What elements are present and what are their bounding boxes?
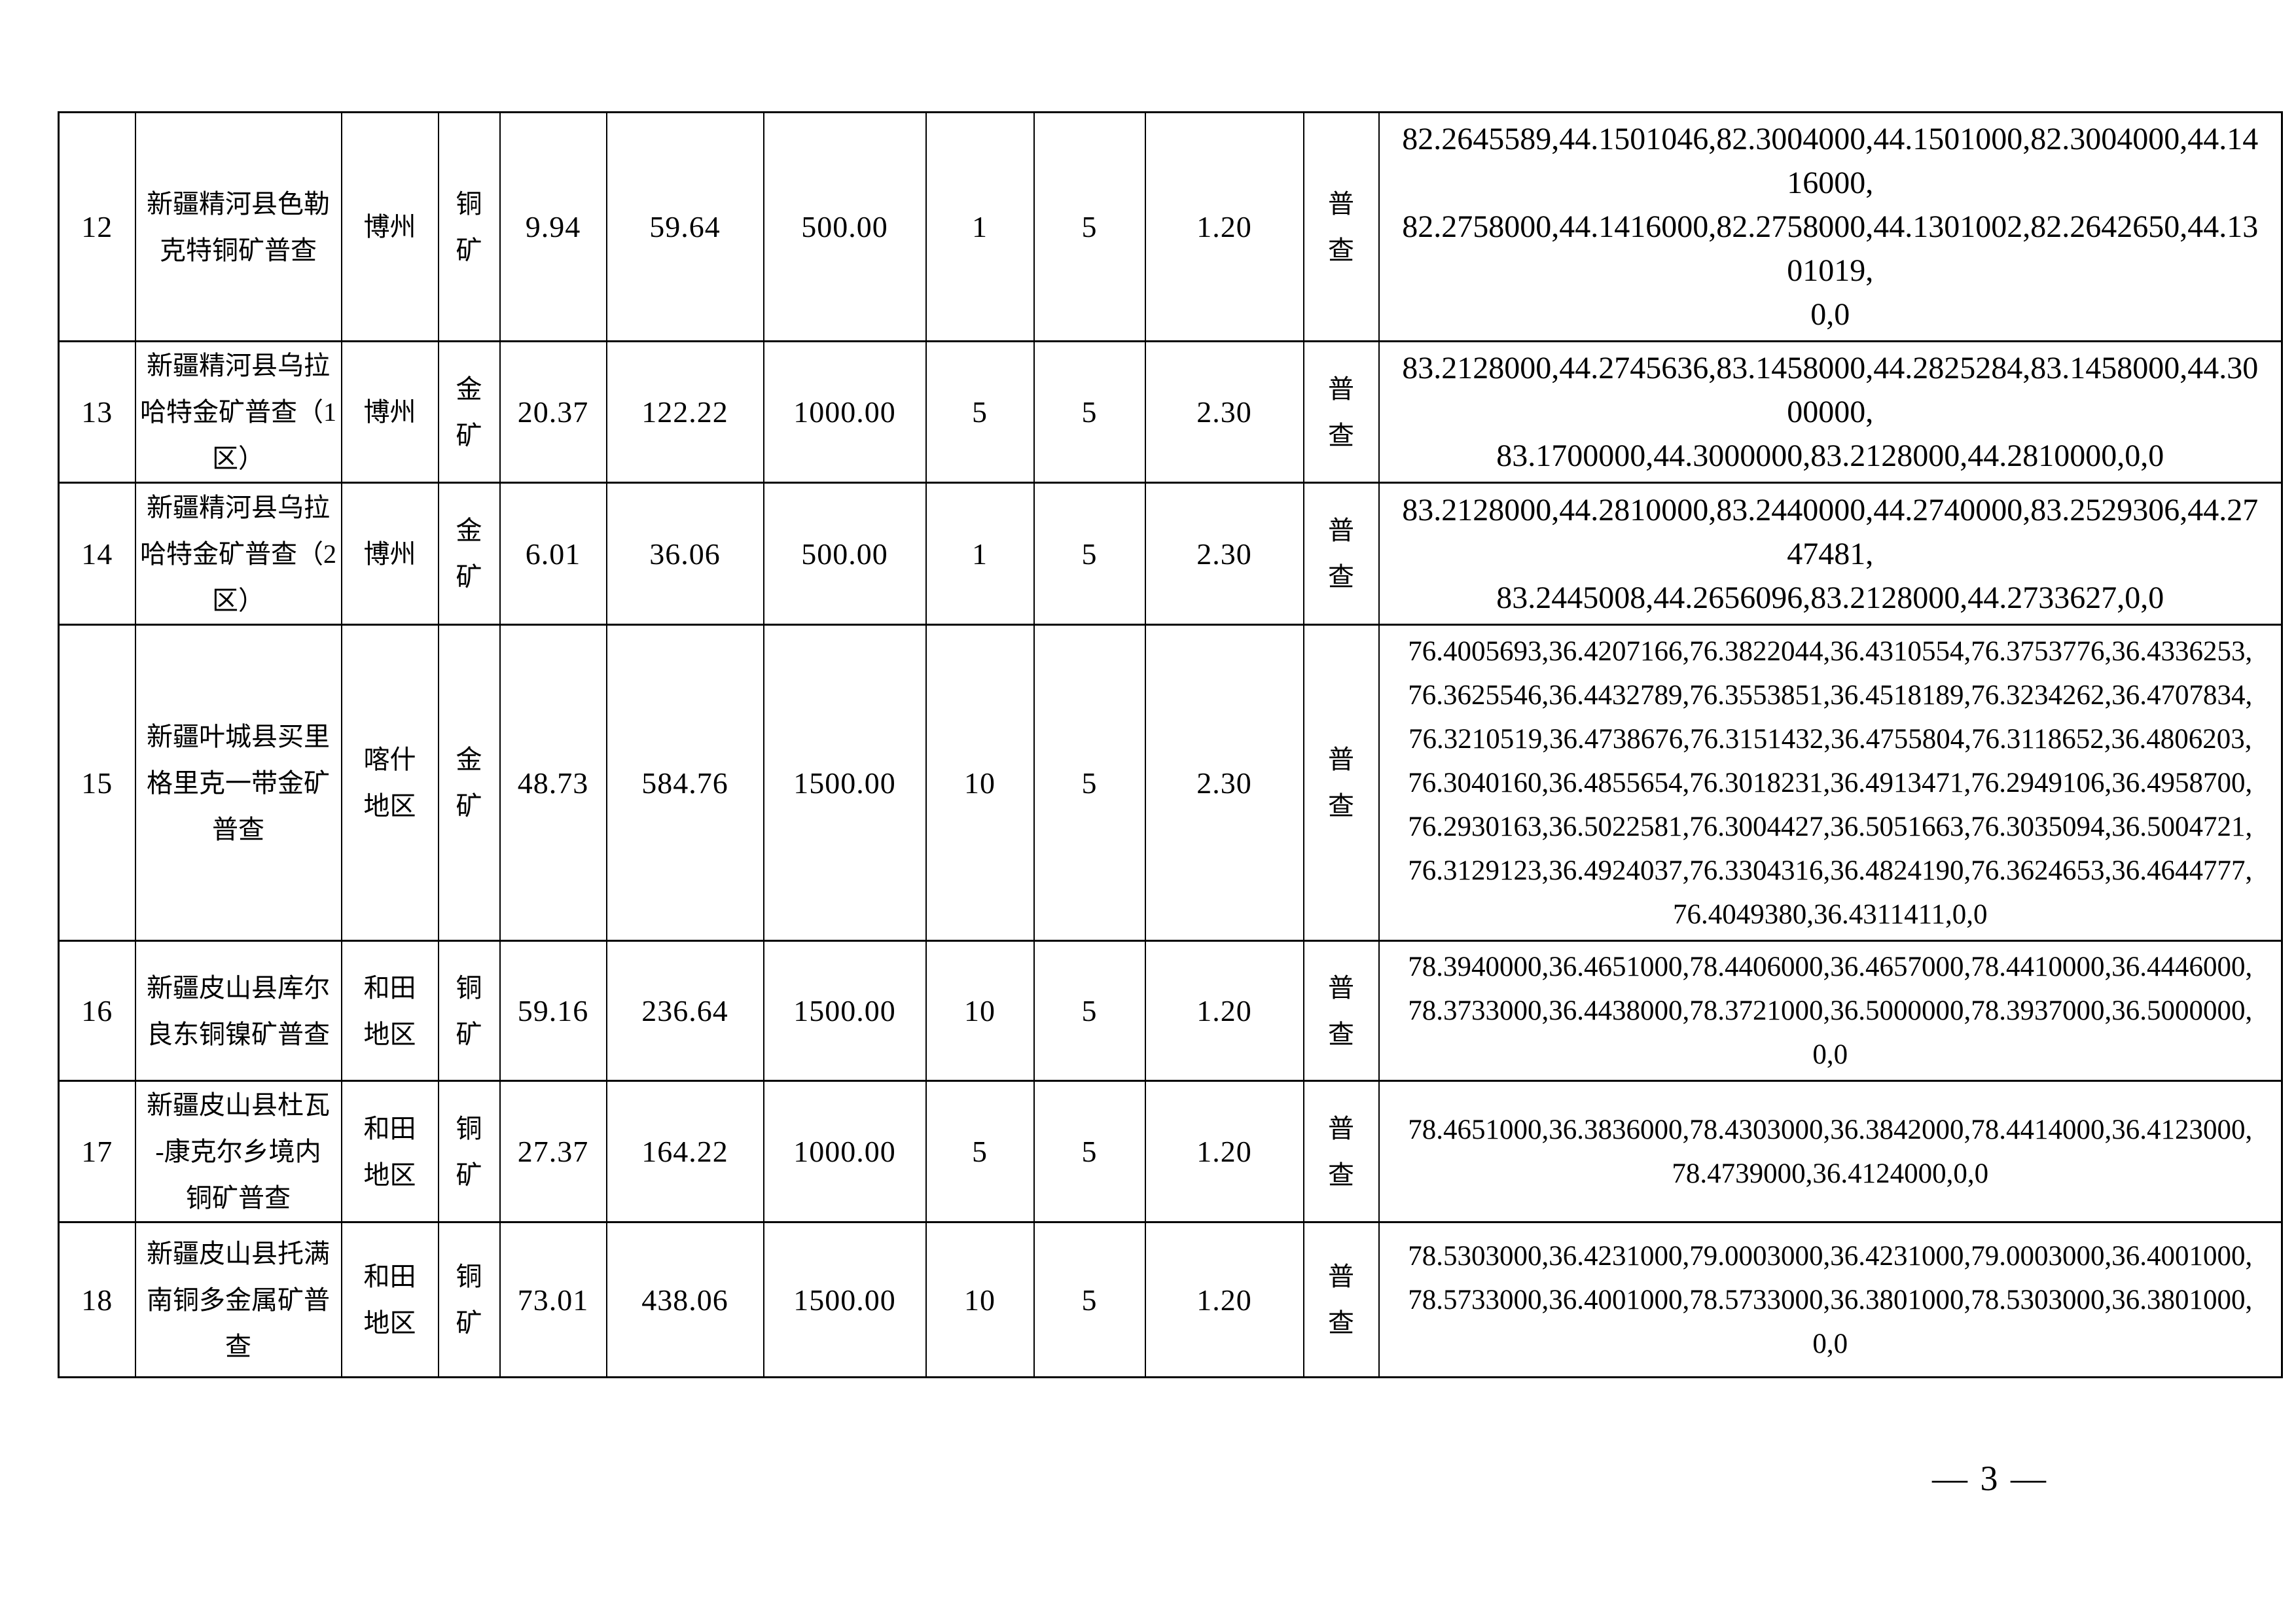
cell-value-3: 1000.00 xyxy=(762,340,927,484)
cell-coordinates: 82.2645589,44.1501046,82.3004000,44.1501… xyxy=(1378,111,2283,342)
cell-value-1: 59.16 xyxy=(499,940,607,1082)
cell-region: 和田 地区 xyxy=(340,1080,439,1223)
cell-mineral: 铜 矿 xyxy=(437,1080,501,1223)
cell-value-1: 27.37 xyxy=(499,1080,607,1223)
mineral-projects-table: 12 新疆精河县色勒 克特铜矿普查 博州 铜 矿 9.94 59.64 500.… xyxy=(58,111,2283,1378)
cell-value-6: 1.20 xyxy=(1144,1221,1304,1378)
cell-coordinates: 83.2128000,44.2745636,83.1458000,44.2825… xyxy=(1378,340,2283,484)
cell-mineral: 金 矿 xyxy=(437,624,501,942)
cell-value-5: 5 xyxy=(1033,1221,1146,1378)
cell-mineral: 铜 矿 xyxy=(437,1221,501,1378)
cell-no: 16 xyxy=(58,940,136,1082)
cell-no: 15 xyxy=(58,624,136,942)
cell-value-4: 5 xyxy=(925,1080,1035,1223)
table-row: 16 新疆皮山县库尔 良东铜镍矿普查 和田 地区 铜 矿 59.16 236.6… xyxy=(58,940,2283,1082)
cell-value-2: 438.06 xyxy=(605,1221,764,1378)
cell-stage: 普 查 xyxy=(1302,111,1380,342)
cell-stage: 普 查 xyxy=(1302,1080,1380,1223)
cell-stage: 普 查 xyxy=(1302,940,1380,1082)
table-row: 12 新疆精河县色勒 克特铜矿普查 博州 铜 矿 9.94 59.64 500.… xyxy=(58,111,2283,342)
cell-value-6: 1.20 xyxy=(1144,111,1304,342)
cell-no: 17 xyxy=(58,1080,136,1223)
cell-value-5: 5 xyxy=(1033,1080,1146,1223)
cell-project-name: 新疆皮山县托满 南铜多金属矿普 查 xyxy=(134,1221,342,1378)
cell-value-4: 1 xyxy=(925,482,1035,626)
cell-stage: 普 查 xyxy=(1302,340,1380,484)
cell-coordinates: 78.3940000,36.4651000,78.4406000,36.4657… xyxy=(1378,940,2283,1082)
cell-value-4: 10 xyxy=(925,624,1035,942)
cell-value-2: 584.76 xyxy=(605,624,764,942)
table-row: 14 新疆精河县乌拉 哈特金矿普查（2 区） 博州 金 矿 6.01 36.06… xyxy=(58,482,2283,626)
cell-value-3: 1500.00 xyxy=(762,1221,927,1378)
cell-mineral: 铜 矿 xyxy=(437,111,501,342)
cell-value-1: 48.73 xyxy=(499,624,607,942)
cell-project-name: 新疆精河县乌拉 哈特金矿普查（1 区） xyxy=(134,340,342,484)
cell-region: 和田 地区 xyxy=(340,1221,439,1378)
cell-project-name: 新疆精河县色勒 克特铜矿普查 xyxy=(134,111,342,342)
cell-value-1: 6.01 xyxy=(499,482,607,626)
table-row: 17 新疆皮山县杜瓦 -康克尔乡境内 铜矿普查 和田 地区 铜 矿 27.37 … xyxy=(58,1080,2283,1223)
cell-no: 13 xyxy=(58,340,136,484)
cell-no: 14 xyxy=(58,482,136,626)
cell-value-3: 500.00 xyxy=(762,111,927,342)
cell-region: 喀什 地区 xyxy=(340,624,439,942)
cell-coordinates: 76.4005693,36.4207166,76.3822044,36.4310… xyxy=(1378,624,2283,942)
cell-value-2: 236.64 xyxy=(605,940,764,1082)
cell-value-6: 2.30 xyxy=(1144,482,1304,626)
cell-value-3: 1500.00 xyxy=(762,940,927,1082)
cell-region: 博州 xyxy=(340,340,439,484)
cell-region: 博州 xyxy=(340,111,439,342)
cell-project-name: 新疆叶城县买里 格里克一带金矿 普查 xyxy=(134,624,342,942)
cell-value-1: 73.01 xyxy=(499,1221,607,1378)
cell-value-6: 2.30 xyxy=(1144,340,1304,484)
cell-value-4: 10 xyxy=(925,1221,1035,1378)
cell-stage: 普 查 xyxy=(1302,624,1380,942)
table-row: 18 新疆皮山县托满 南铜多金属矿普 查 和田 地区 铜 矿 73.01 438… xyxy=(58,1221,2283,1378)
cell-value-4: 5 xyxy=(925,340,1035,484)
cell-value-5: 5 xyxy=(1033,340,1146,484)
cell-stage: 普 查 xyxy=(1302,482,1380,626)
cell-value-5: 5 xyxy=(1033,482,1146,626)
page-number: — 3 — xyxy=(1932,1459,2048,1498)
cell-value-2: 36.06 xyxy=(605,482,764,626)
cell-coordinates: 83.2128000,44.2810000,83.2440000,44.2740… xyxy=(1378,482,2283,626)
cell-region: 和田 地区 xyxy=(340,940,439,1082)
cell-no: 18 xyxy=(58,1221,136,1378)
cell-region: 博州 xyxy=(340,482,439,626)
cell-project-name: 新疆精河县乌拉 哈特金矿普查（2 区） xyxy=(134,482,342,626)
cell-value-3: 1000.00 xyxy=(762,1080,927,1223)
cell-value-5: 5 xyxy=(1033,624,1146,942)
cell-coordinates: 78.4651000,36.3836000,78.4303000,36.3842… xyxy=(1378,1080,2283,1223)
cell-value-4: 10 xyxy=(925,940,1035,1082)
cell-project-name: 新疆皮山县杜瓦 -康克尔乡境内 铜矿普查 xyxy=(134,1080,342,1223)
cell-project-name: 新疆皮山县库尔 良东铜镍矿普查 xyxy=(134,940,342,1082)
cell-stage: 普 查 xyxy=(1302,1221,1380,1378)
cell-no: 12 xyxy=(58,111,136,342)
cell-value-2: 164.22 xyxy=(605,1080,764,1223)
cell-mineral: 金 矿 xyxy=(437,340,501,484)
cell-value-2: 122.22 xyxy=(605,340,764,484)
cell-value-1: 9.94 xyxy=(499,111,607,342)
cell-value-1: 20.37 xyxy=(499,340,607,484)
cell-value-3: 1500.00 xyxy=(762,624,927,942)
cell-value-5: 5 xyxy=(1033,111,1146,342)
cell-value-2: 59.64 xyxy=(605,111,764,342)
cell-value-6: 1.20 xyxy=(1144,1080,1304,1223)
cell-value-4: 1 xyxy=(925,111,1035,342)
cell-value-6: 1.20 xyxy=(1144,940,1304,1082)
table-row: 13 新疆精河县乌拉 哈特金矿普查（1 区） 博州 金 矿 20.37 122.… xyxy=(58,340,2283,484)
cell-value-5: 5 xyxy=(1033,940,1146,1082)
cell-mineral: 铜 矿 xyxy=(437,940,501,1082)
cell-value-6: 2.30 xyxy=(1144,624,1304,942)
cell-coordinates: 78.5303000,36.4231000,79.0003000,36.4231… xyxy=(1378,1221,2283,1378)
table-row: 15 新疆叶城县买里 格里克一带金矿 普查 喀什 地区 金 矿 48.73 58… xyxy=(58,624,2283,942)
cell-mineral: 金 矿 xyxy=(437,482,501,626)
cell-value-3: 500.00 xyxy=(762,482,927,626)
